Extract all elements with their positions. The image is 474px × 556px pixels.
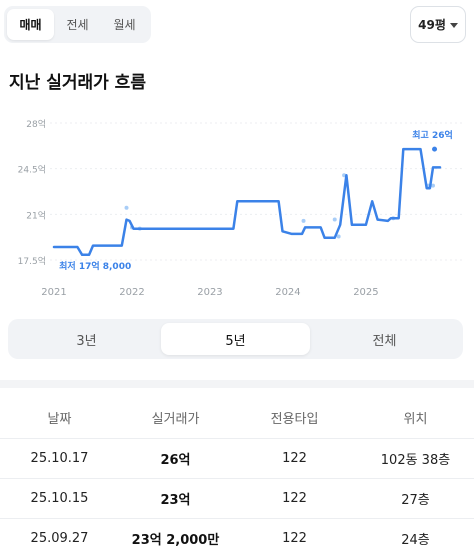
transaction-table: 날짜 실거래가 전용타입 위치 25.10.17 26억 122 102동 38… (0, 398, 474, 556)
area-size-select[interactable]: 49평 (410, 6, 466, 43)
trade-type-tabs: 매매 전세 월세 (4, 6, 151, 43)
table-header-row: 날짜 실거래가 전용타입 위치 (0, 398, 474, 438)
period-all-button[interactable]: 전체 (372, 333, 397, 349)
tab-jeonse[interactable]: 전세 (66, 18, 89, 32)
data-point (336, 234, 341, 239)
cell-location: 102동 38층 (357, 437, 474, 478)
header-date: 날짜 (47, 412, 72, 428)
x-tick-label: 2022 (119, 287, 144, 298)
y-tick-label: 28억 (26, 118, 46, 130)
data-point (430, 183, 435, 188)
y-tick-label: 21억 (26, 209, 46, 221)
period-selector: 3년 5년 전체 (8, 319, 463, 359)
cell-price: 23억 (119, 477, 232, 518)
x-tick-label: 2025 (353, 287, 378, 298)
tab-sale[interactable]: 매매 (7, 9, 54, 40)
max-point (432, 146, 438, 152)
x-tick-label: 2021 (41, 287, 66, 298)
cell-date: 25.10.15 (0, 477, 119, 518)
y-tick-label: 17.5억 (18, 255, 46, 267)
min-price-label: 최저 17억 8,000 (59, 260, 131, 272)
x-tick-label: 2024 (275, 287, 300, 298)
section-divider (0, 380, 474, 388)
data-point (301, 218, 306, 223)
cell-location: 24층 (357, 517, 474, 556)
cell-date: 25.10.17 (0, 437, 119, 478)
section-title: 지난 실거래가 흐름 (9, 73, 146, 93)
cell-area-type: 122 (232, 437, 357, 478)
y-tick-label: 24.5억 (18, 164, 46, 176)
chevron-down-icon (449, 22, 458, 28)
cell-area-type: 122 (232, 517, 357, 556)
tab-monthly-rent[interactable]: 월세 (113, 18, 136, 32)
x-tick-label: 2023 (197, 287, 222, 298)
period-3y-button[interactable]: 3년 (76, 333, 97, 349)
header-price: 실거래가 (151, 412, 200, 428)
cell-price: 23억 2,000만 (119, 517, 232, 556)
cell-location: 27층 (357, 477, 474, 518)
period-5y-button[interactable]: 5년 (161, 323, 310, 355)
header-location: 위치 (403, 412, 428, 428)
max-price-label: 최고 26억 (412, 129, 453, 141)
data-point (332, 217, 337, 222)
area-size-value: 49평 (418, 18, 446, 32)
price-trend-chart: 17.5억 21억 24.5억 28억 2021 2022 2023 2024 2025 최고 2… (18, 118, 462, 298)
table-row[interactable]: 25.10.17 26억 122 102동 38층 (0, 437, 474, 478)
cell-area-type: 122 (232, 477, 357, 518)
header-area-type: 전용타입 (270, 412, 319, 428)
table-row[interactable]: 25.10.15 23억 122 27층 (0, 477, 474, 518)
cell-price: 26억 (119, 437, 232, 478)
table-row[interactable]: 25.09.27 23억 2,000만 122 24층 (0, 517, 474, 556)
data-point (124, 205, 129, 210)
series-line (52, 147, 442, 257)
cell-date: 25.09.27 (0, 517, 119, 556)
